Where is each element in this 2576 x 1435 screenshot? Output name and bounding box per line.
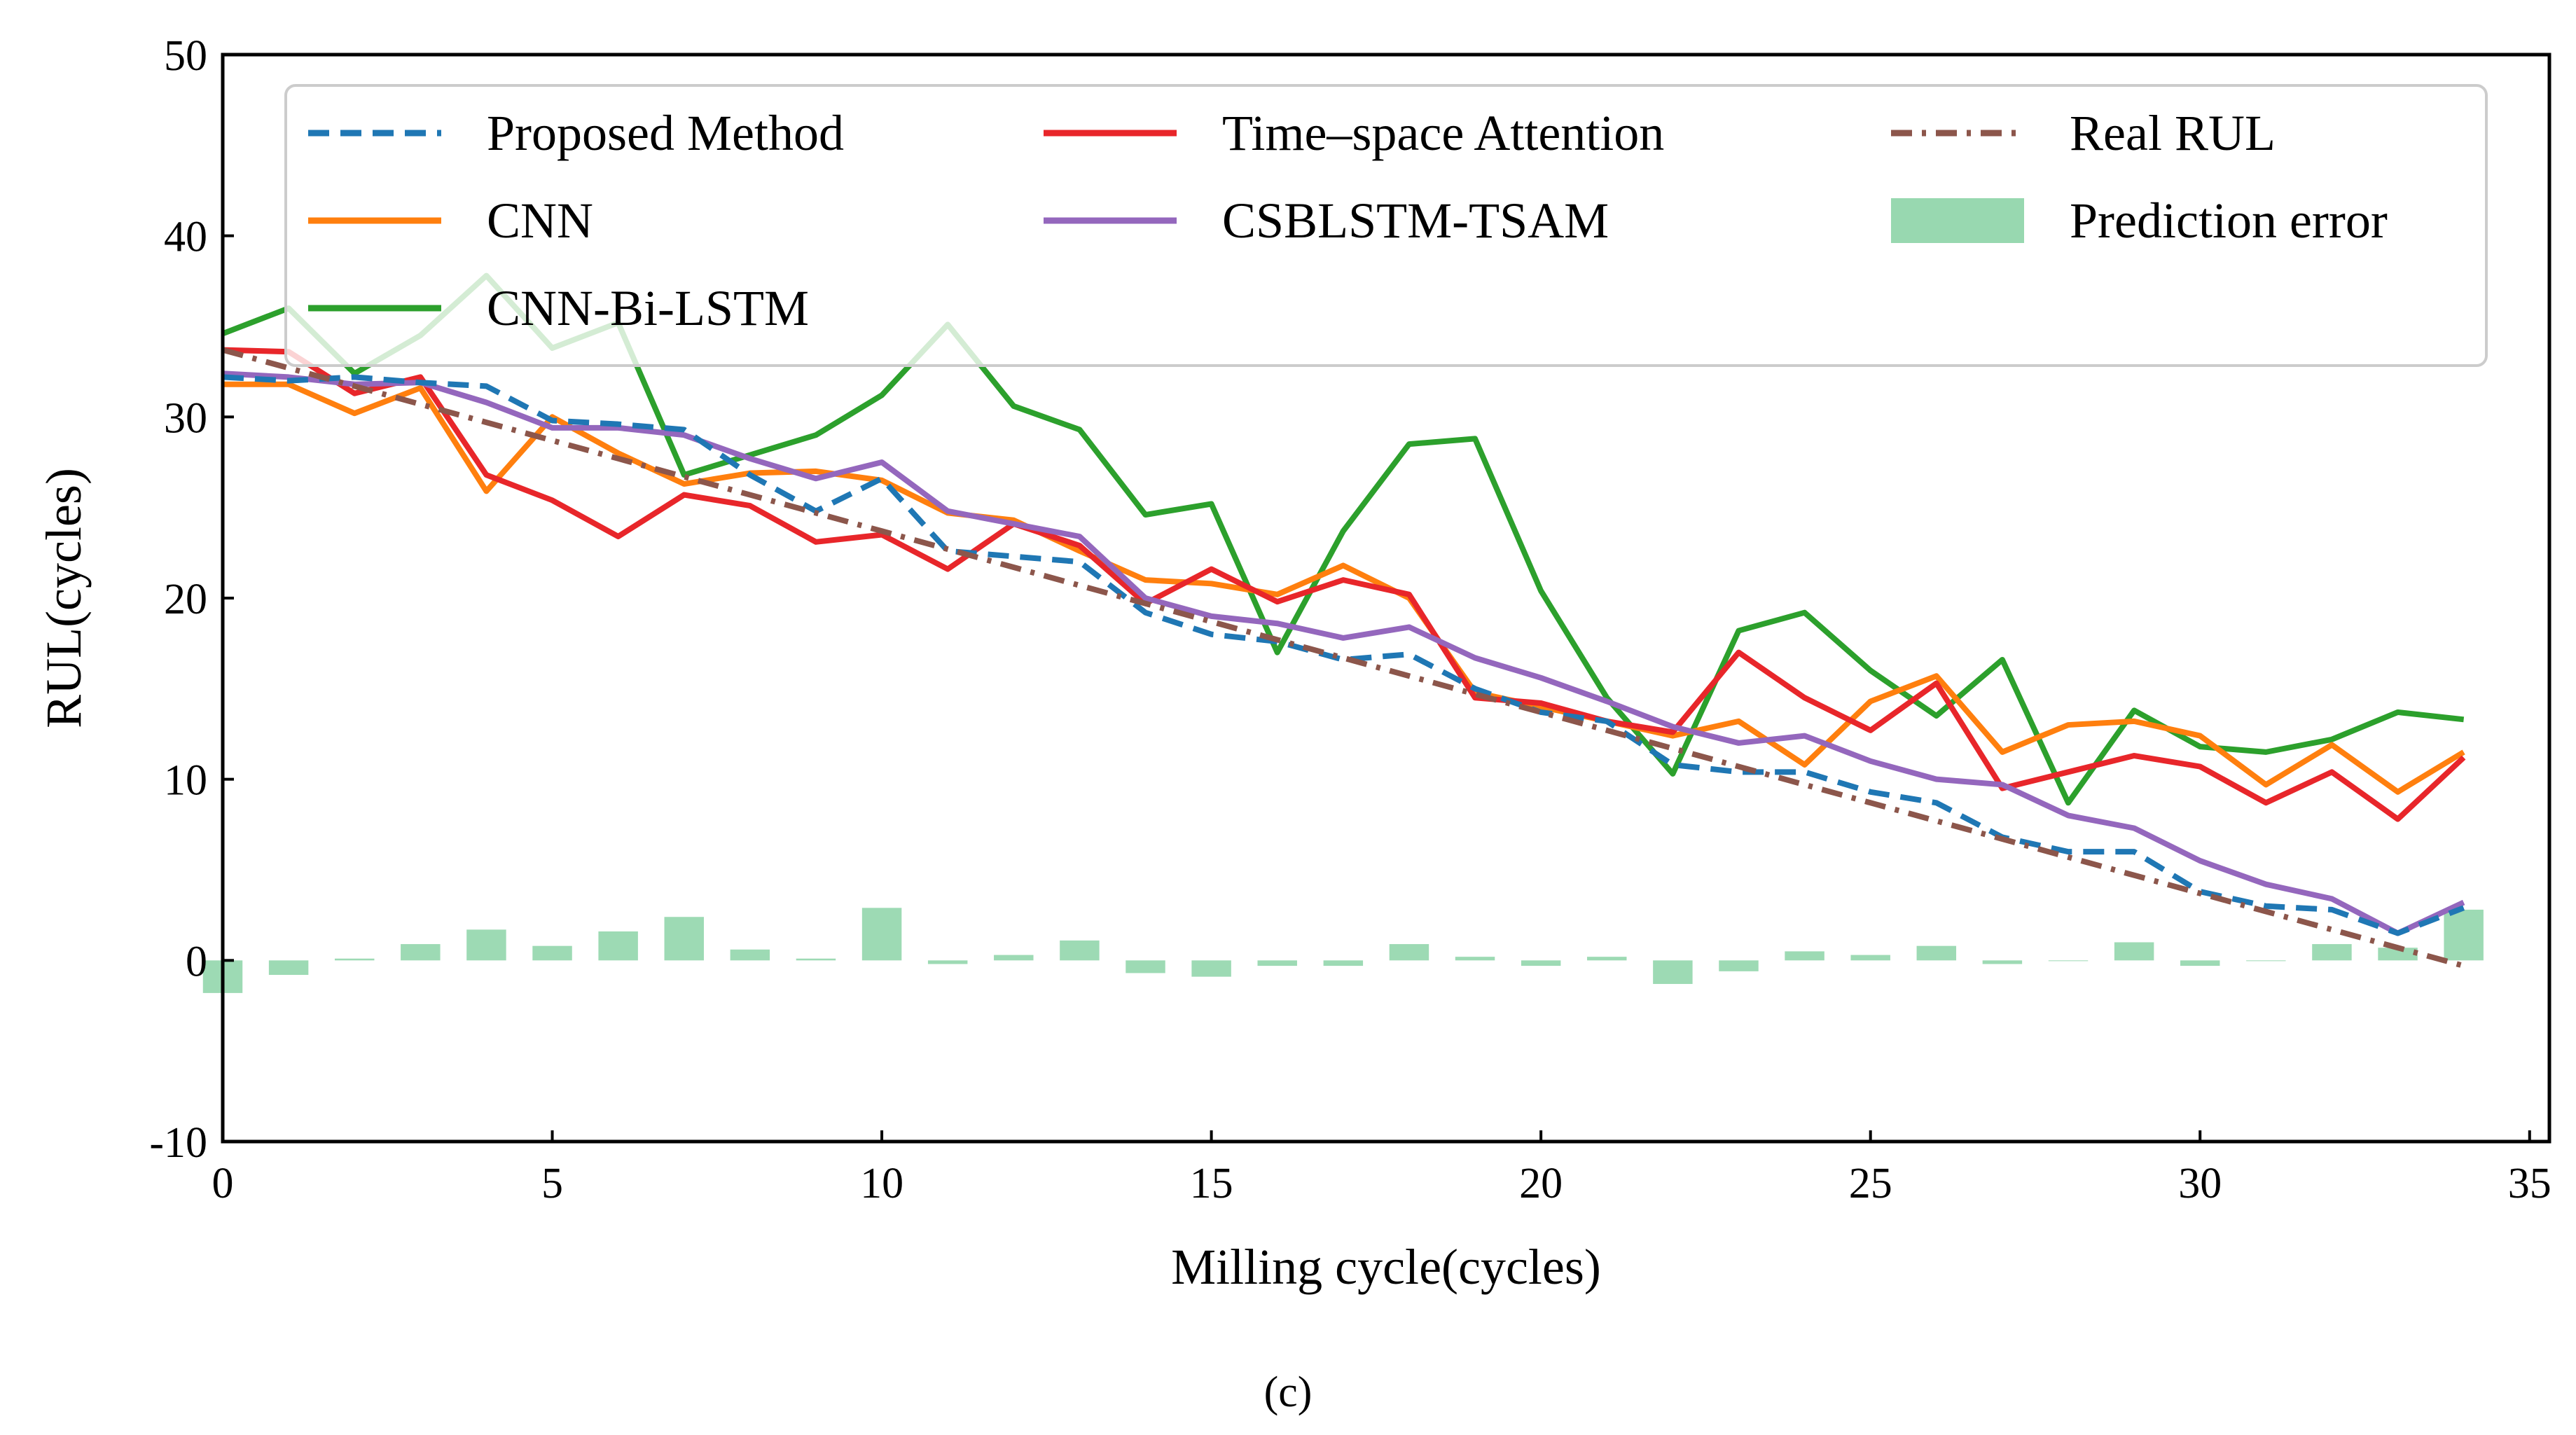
y-axis-label: RUL(cycles) (36, 468, 92, 728)
series-line-real (221, 347, 2465, 969)
error-bar (2114, 942, 2154, 961)
y-tick-label: 20 (164, 576, 207, 623)
series-line-tsa (222, 347, 2466, 822)
series-lines (221, 272, 2466, 969)
error-bar (1916, 945, 1957, 961)
x-tick-label: 5 (541, 1160, 563, 1207)
legend-label: Prediction error (2070, 193, 2388, 249)
y-tick-label: -10 (149, 1119, 207, 1167)
error-bar (1060, 940, 1100, 961)
error-bar (730, 949, 770, 961)
error-bar (532, 945, 572, 961)
legend: Proposed Method Time–space Attention Real … (284, 84, 2488, 367)
legend-swatch-error (1891, 198, 2024, 243)
y-tick-label: 40 (164, 214, 207, 261)
legend-box (284, 84, 2488, 367)
error-bar (1191, 960, 1231, 977)
error-bar (1521, 960, 1561, 966)
error-bar (2180, 960, 2220, 966)
x-tick-label: 35 (2508, 1160, 2551, 1207)
y-tick-label: 0 (186, 938, 207, 985)
series-line-csblstm (222, 370, 2465, 936)
error-bar (598, 931, 638, 961)
error-bar (994, 955, 1034, 961)
error-bar (1982, 960, 2023, 964)
x-tick-label: 25 (1849, 1160, 1892, 1207)
error-bar (2378, 948, 2418, 961)
error-bar (1785, 951, 1824, 961)
error-bar (268, 960, 309, 976)
x-axis-label: Milling cycle(cycles) (1171, 1239, 1601, 1295)
y-tick-label: 10 (164, 757, 207, 805)
error-bar (1323, 960, 1364, 966)
error-bar (2444, 909, 2484, 961)
legend-label: CNN (487, 193, 593, 249)
error-bar (401, 944, 441, 961)
error-bar (927, 960, 968, 964)
error-bar (1587, 957, 1627, 961)
y-tick-label: 30 (164, 394, 207, 442)
error-bar (334, 958, 375, 961)
legend-label: Time–space Attention (1222, 105, 1664, 161)
prediction-error-bars (202, 908, 2484, 993)
error-bar (1389, 944, 1429, 961)
error-bar (1719, 960, 1759, 971)
error-bar (1653, 960, 1693, 984)
y-tick-label: 50 (164, 32, 207, 80)
x-tick-label: 15 (1190, 1160, 1233, 1207)
error-bar (796, 958, 836, 961)
x-tick-label: 30 (2178, 1160, 2222, 1207)
error-bar (1850, 955, 1890, 961)
x-tick-label: 10 (860, 1160, 903, 1207)
x-tick-label: 20 (1519, 1160, 1563, 1207)
error-bar (1257, 960, 1297, 966)
error-bar (2246, 960, 2286, 962)
error-bar (2048, 960, 2089, 962)
error-bar (1455, 957, 1495, 961)
x-tick-label: 0 (212, 1160, 234, 1207)
legend-label: Real RUL (2070, 105, 2276, 161)
legend-label: Proposed Method (487, 105, 844, 161)
figure-caption: (c) (1264, 1368, 1313, 1416)
error-bar (664, 917, 704, 961)
error-bar (861, 908, 902, 961)
series-line-proposed (222, 374, 2465, 936)
error-bar (1126, 960, 1165, 973)
error-bar (2312, 944, 2352, 961)
legend-label: CSBLSTM-TSAM (1222, 193, 1609, 249)
legend-label: CNN-Bi-LSTM (487, 280, 809, 336)
error-bar (466, 929, 506, 961)
series-line-cnn (223, 381, 2465, 795)
